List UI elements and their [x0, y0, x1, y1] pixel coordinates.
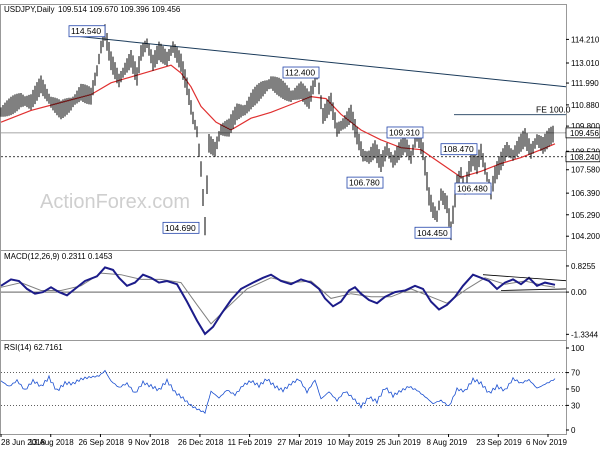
x-tick-label: 13 Aug 2018	[29, 438, 74, 447]
price-annotation-label: 104.690	[165, 223, 196, 233]
rsi-ytick-label: 50	[571, 385, 580, 394]
price-annotation-label: 114.540	[71, 26, 101, 36]
price-annotation-box	[162, 221, 200, 234]
price-ytick-label: 105.290	[571, 211, 600, 220]
x-tick-label: 6 Nov 2019	[526, 438, 567, 447]
price-annotation-label: 108.470	[443, 144, 474, 154]
rsi-panel-title: RSI(14) 62.7161	[4, 343, 63, 352]
price-annotation-box	[282, 66, 320, 79]
x-tick-label: 26 Dec 2018	[178, 438, 224, 447]
macd-triangle-upper	[482, 274, 567, 282]
rsi-ytick-label: 100	[571, 344, 585, 353]
price-tag-label: 109.456	[570, 129, 599, 138]
price-annotation-label: 104.450	[417, 228, 448, 238]
price-annotation-box	[440, 143, 478, 156]
price-annotation-label: 112.400	[285, 68, 315, 78]
price-annotation-box	[454, 182, 492, 195]
x-tick-label: 8 Aug 2019	[427, 438, 468, 447]
rsi-panel: 100 70 50 30 0	[0, 344, 585, 435]
price-ytick-label: 111.990	[571, 79, 599, 88]
watermark: ActionForex.com	[40, 191, 190, 213]
fe-label: FE 100.0	[536, 105, 571, 115]
rsi-line	[0, 369, 556, 415]
x-tick-label: 28 Jun 2018	[1, 438, 46, 447]
price-tag-label: 108.240	[570, 153, 599, 162]
price-annotation-box	[414, 226, 452, 239]
macd-panel: 0.8255 0.00 -1.3344	[0, 262, 599, 339]
macd-ytick-label: 0.8255	[571, 262, 596, 271]
rsi-panel-frame	[0, 340, 567, 435]
rsi-ytick-label: 30	[571, 401, 580, 410]
x-tick-label: 23 Sep 2019	[476, 438, 522, 447]
x-tick-label: 11 Feb 2019	[228, 438, 273, 447]
macd-panel-frame	[0, 250, 567, 341]
x-tick-label: 10 May 2019	[327, 438, 374, 447]
price-annotation-box	[68, 25, 106, 38]
x-tick-label: 25 Jun 2019	[377, 438, 422, 447]
price-ytick-label: 109.800	[571, 122, 600, 131]
price-ytick-label: 104.200	[571, 232, 600, 241]
price-candles	[0, 24, 554, 241]
price-annotation-label: 106.780	[349, 178, 380, 188]
sma-line	[0, 64, 556, 178]
price-panel: 114.210113.010111.990110.880109.800108.5…	[0, 24, 600, 241]
macd-triangle-lower	[500, 288, 567, 291]
x-tick-label: 27 Mar 2019	[277, 438, 322, 447]
rsi-ytick-label: 0	[571, 426, 576, 435]
macd-panel-title: MACD(12,26,9) 0.2311 0.1453	[4, 252, 113, 261]
macd-ytick-label: 0.00	[571, 288, 587, 297]
price-tag-box	[565, 127, 600, 139]
price-annotation-label: 109.310	[389, 127, 420, 137]
trendline	[70, 35, 567, 88]
price-ytick-label: 110.880	[571, 101, 600, 110]
price-annotation-label: 106.480	[457, 184, 488, 194]
price-ytick-label: 114.210	[571, 35, 600, 44]
price-ytick-label: 106.390	[571, 189, 600, 198]
price-ytick-label: 107.580	[571, 166, 600, 175]
price-annotation-box	[386, 126, 424, 139]
macd-ytick-label: -1.3344	[571, 330, 599, 339]
price-ytick-label: 113.010	[571, 59, 600, 68]
x-tick-label: 26 Sep 2018	[78, 438, 124, 447]
price-panel-frame	[0, 4, 567, 251]
rsi-ytick-label: 70	[571, 369, 580, 378]
macd-line	[0, 266, 556, 336]
price-annotation-box	[346, 176, 384, 189]
price-panel-title: USDJPY,Daily	[4, 5, 55, 14]
x-tick-label: 9 Nov 2018	[128, 438, 169, 447]
price-ohlc-readout: 109.514 109.670 109.396 109.456	[58, 5, 181, 14]
price-tag-box	[565, 151, 600, 163]
